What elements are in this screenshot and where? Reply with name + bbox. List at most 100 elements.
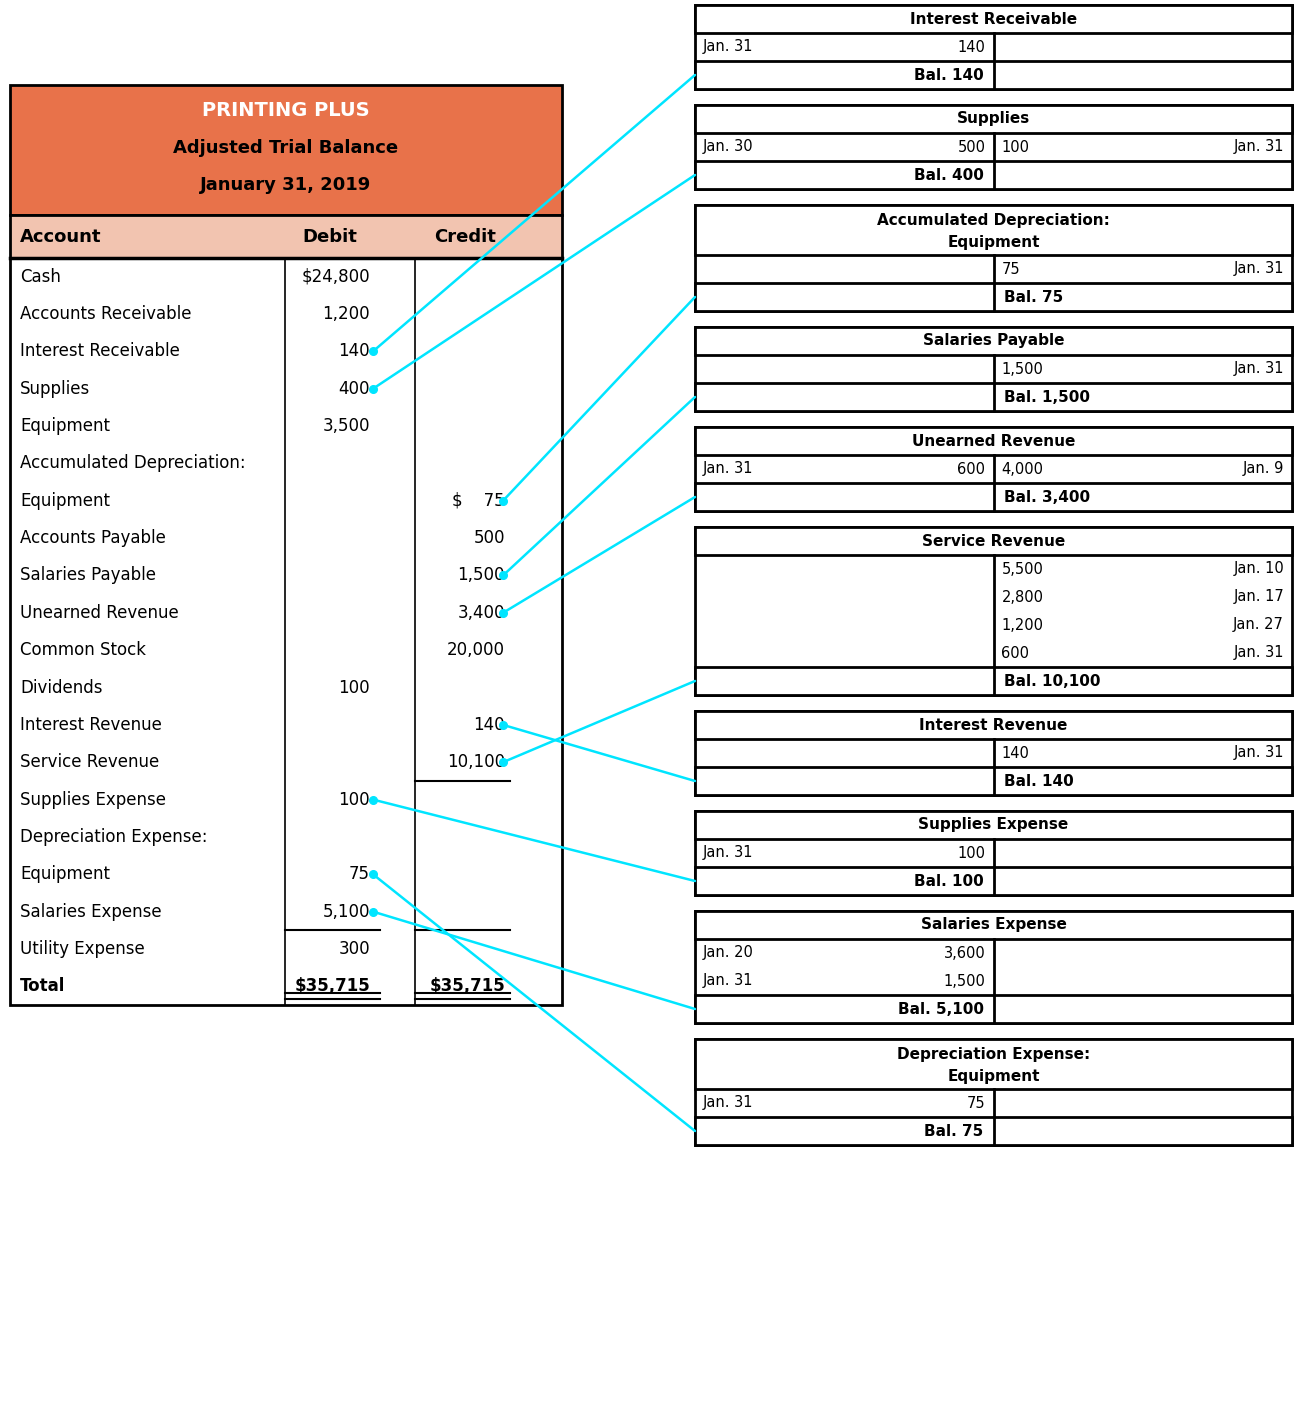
Text: Jan. 31: Jan. 31 xyxy=(703,1096,753,1110)
Text: 1,500: 1,500 xyxy=(1002,362,1043,377)
Text: Account: Account xyxy=(20,227,101,245)
Bar xyxy=(695,328,1292,354)
Text: Supplies Expense: Supplies Expense xyxy=(20,791,167,808)
Text: Bal. 100: Bal. 100 xyxy=(913,873,984,889)
Bar xyxy=(695,1117,1292,1144)
Text: 75: 75 xyxy=(967,1096,985,1110)
Text: Cash: Cash xyxy=(20,268,61,285)
Text: 3,400: 3,400 xyxy=(458,604,505,623)
Text: 140: 140 xyxy=(1002,746,1029,760)
Text: Bal. 1,500: Bal. 1,500 xyxy=(1003,390,1089,404)
Text: 1,500: 1,500 xyxy=(458,566,505,584)
Bar xyxy=(695,811,1292,895)
Text: 100: 100 xyxy=(338,679,369,696)
Text: Jan. 31: Jan. 31 xyxy=(1233,645,1284,661)
Text: Salaries Payable: Salaries Payable xyxy=(20,566,156,584)
Bar xyxy=(695,284,1292,311)
Text: Jan. 31: Jan. 31 xyxy=(1233,746,1284,760)
Text: Supplies: Supplies xyxy=(956,112,1030,126)
Text: PRINTING PLUS: PRINTING PLUS xyxy=(202,101,369,119)
Text: Unearned Revenue: Unearned Revenue xyxy=(912,434,1075,448)
Text: January 31, 2019: January 31, 2019 xyxy=(200,176,372,194)
Bar xyxy=(695,6,1292,89)
Text: Depreciation Expense:: Depreciation Expense: xyxy=(20,828,207,847)
Text: Interest Receivable: Interest Receivable xyxy=(20,342,180,360)
Text: Interest Receivable: Interest Receivable xyxy=(909,11,1077,27)
Bar xyxy=(695,910,1292,939)
Text: Dividends: Dividends xyxy=(20,679,103,696)
Text: 5,100: 5,100 xyxy=(323,903,369,920)
Text: Jan. 17: Jan. 17 xyxy=(1233,590,1284,604)
Text: $    75: $ 75 xyxy=(453,492,505,510)
Text: 3,500: 3,500 xyxy=(323,417,369,435)
Text: Common Stock: Common Stock xyxy=(20,641,146,659)
Text: 4,000: 4,000 xyxy=(1002,461,1043,476)
Text: Accumulated Depreciation:: Accumulated Depreciation: xyxy=(20,454,246,472)
Text: Accounts Receivable: Accounts Receivable xyxy=(20,305,191,323)
Text: Accumulated Depreciation:: Accumulated Depreciation: xyxy=(877,213,1110,227)
Text: Bal. 10,100: Bal. 10,100 xyxy=(1003,674,1101,689)
Bar xyxy=(695,105,1292,189)
Text: Bal. 140: Bal. 140 xyxy=(913,68,984,82)
Text: 140: 140 xyxy=(958,40,985,54)
Text: Salaries Expense: Salaries Expense xyxy=(921,917,1067,933)
Text: 300: 300 xyxy=(338,940,369,959)
Text: 10,100: 10,100 xyxy=(446,753,505,771)
Bar xyxy=(695,767,1292,795)
Text: $35,715: $35,715 xyxy=(294,977,369,995)
Text: Jan. 31: Jan. 31 xyxy=(703,40,753,54)
Text: Utility Expense: Utility Expense xyxy=(20,940,144,959)
Bar xyxy=(10,258,562,1005)
Text: $35,715: $35,715 xyxy=(429,977,505,995)
Text: 100: 100 xyxy=(958,845,985,861)
Text: Depreciation Expense:: Depreciation Expense: xyxy=(896,1046,1090,1062)
Text: Jan. 9: Jan. 9 xyxy=(1242,461,1284,476)
Text: 500: 500 xyxy=(958,139,985,155)
Text: Jan. 31: Jan. 31 xyxy=(703,845,753,861)
Text: Accounts Payable: Accounts Payable xyxy=(20,529,165,547)
Bar xyxy=(695,666,1292,695)
Text: 140: 140 xyxy=(474,716,505,735)
Bar xyxy=(695,6,1292,33)
Text: Bal. 5,100: Bal. 5,100 xyxy=(898,1001,984,1017)
Text: Total: Total xyxy=(20,977,65,995)
Text: Bal. 3,400: Bal. 3,400 xyxy=(1003,489,1090,505)
Text: 500: 500 xyxy=(474,529,505,547)
Text: Equipment: Equipment xyxy=(947,235,1039,250)
Bar xyxy=(695,527,1292,554)
Bar xyxy=(695,1039,1292,1144)
Text: Service Revenue: Service Revenue xyxy=(20,753,159,771)
Bar xyxy=(695,866,1292,895)
Bar xyxy=(695,206,1292,311)
Text: Jan. 30: Jan. 30 xyxy=(703,139,753,155)
Text: Salaries Expense: Salaries Expense xyxy=(20,903,161,920)
Text: Bal. 400: Bal. 400 xyxy=(913,167,984,183)
Bar xyxy=(695,427,1292,510)
Text: Bal. 140: Bal. 140 xyxy=(1003,773,1073,788)
Text: Bal. 75: Bal. 75 xyxy=(924,1123,984,1139)
Text: 1,200: 1,200 xyxy=(323,305,369,323)
Text: 1,500: 1,500 xyxy=(943,974,985,988)
Bar xyxy=(695,1039,1292,1089)
Text: Service Revenue: Service Revenue xyxy=(922,533,1066,549)
Bar xyxy=(695,910,1292,1022)
Text: Adjusted Trial Balance: Adjusted Trial Balance xyxy=(173,139,398,157)
Text: 75: 75 xyxy=(349,865,369,883)
Bar xyxy=(10,85,562,216)
Bar xyxy=(10,216,562,258)
Text: Unearned Revenue: Unearned Revenue xyxy=(20,604,178,623)
Text: Debit: Debit xyxy=(303,227,358,245)
Text: Interest Revenue: Interest Revenue xyxy=(20,716,161,735)
Text: 20,000: 20,000 xyxy=(448,641,505,659)
Bar xyxy=(695,328,1292,411)
Text: Equipment: Equipment xyxy=(20,417,111,435)
Bar xyxy=(695,710,1292,739)
Bar xyxy=(695,710,1292,795)
Text: 140: 140 xyxy=(338,342,369,360)
Text: 2,800: 2,800 xyxy=(1002,590,1043,604)
Text: Jan. 20: Jan. 20 xyxy=(703,946,753,960)
Text: 100: 100 xyxy=(1002,139,1029,155)
Bar xyxy=(695,383,1292,411)
Text: 5,500: 5,500 xyxy=(1002,562,1043,577)
Text: Jan. 27: Jan. 27 xyxy=(1233,617,1284,632)
